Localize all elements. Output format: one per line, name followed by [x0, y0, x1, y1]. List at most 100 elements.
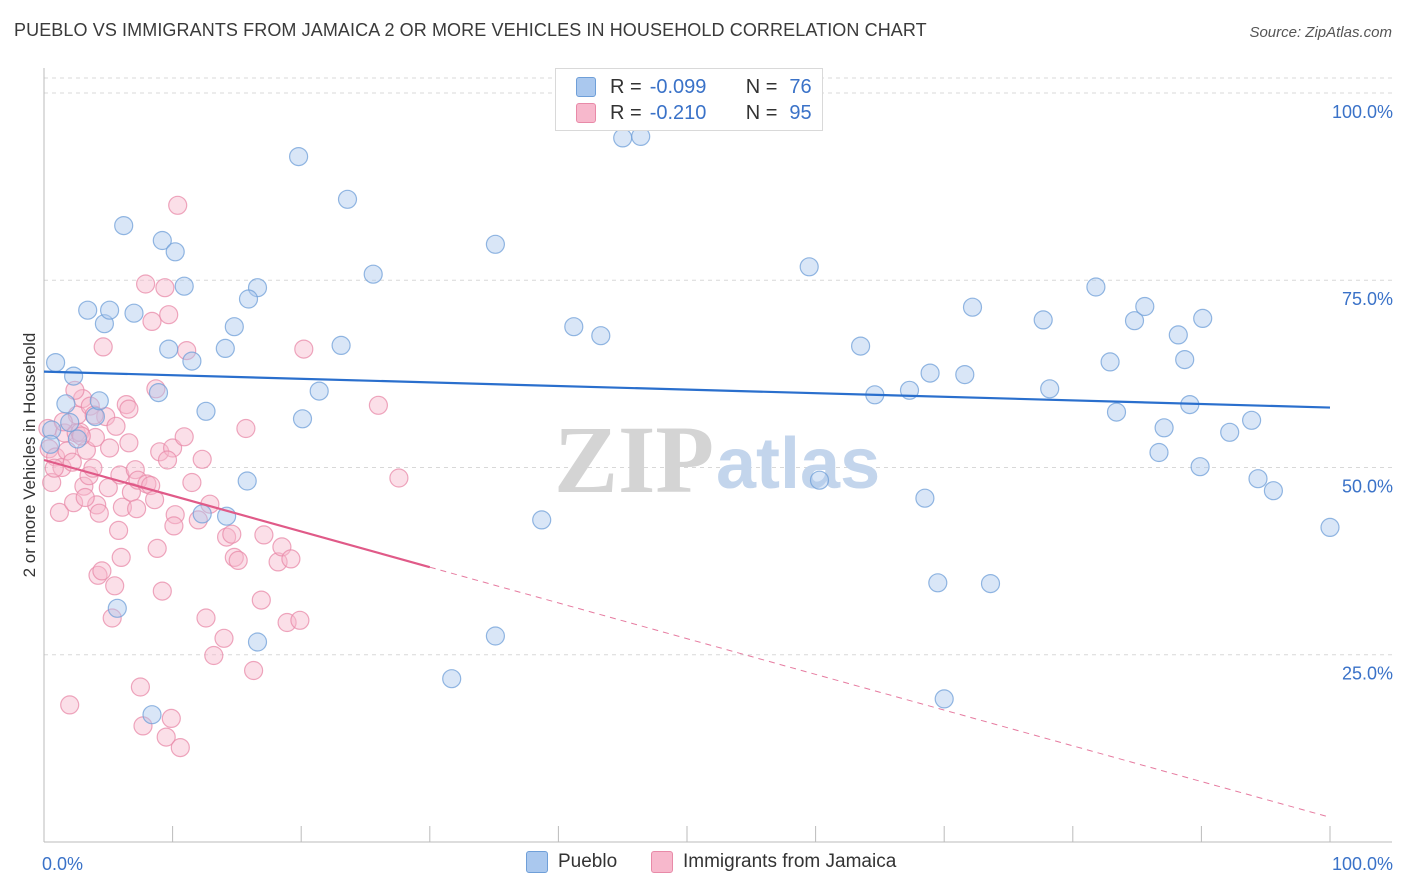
- pueblo-point: [182, 351, 202, 371]
- jamaica-point: [99, 438, 120, 458]
- x-tick-label: 0.0%: [42, 854, 83, 874]
- jamaica-point: [147, 538, 167, 559]
- pueblo-point: [237, 471, 257, 491]
- pueblo-point: [485, 626, 505, 646]
- jamaica-point: [108, 520, 129, 541]
- pueblo-point: [1168, 325, 1188, 345]
- pueblo-point: [60, 412, 80, 433]
- jamaica-point: [105, 576, 125, 596]
- pueblo-point: [1124, 311, 1145, 331]
- pueblo-point: [196, 401, 216, 421]
- pueblo-point: [67, 429, 88, 449]
- jamaica-point: [102, 608, 122, 628]
- pueblo-point: [56, 394, 76, 414]
- legend-item-pueblo[interactable]: Pueblo: [526, 851, 617, 873]
- jamaica-point: [251, 590, 271, 610]
- jamaica-point: [119, 399, 139, 419]
- jamaica-point: [214, 628, 234, 648]
- pueblo-point: [850, 336, 871, 356]
- pueblo-point: [920, 363, 940, 383]
- pueblo-point: [532, 510, 552, 530]
- pueblo-point: [174, 276, 194, 296]
- pueblo-point: [799, 257, 819, 277]
- pueblo-point: [955, 365, 975, 385]
- jamaica-point: [168, 195, 188, 215]
- jamaica-point: [112, 497, 133, 517]
- pueblo-point: [1149, 442, 1169, 463]
- legend-n-label: N =: [745, 101, 778, 124]
- jamaica-point: [217, 527, 237, 547]
- legend-r-value: -0.210: [649, 101, 707, 124]
- jamaica-point: [106, 416, 126, 436]
- legend-n-value: 76: [789, 75, 812, 98]
- axis-layer: [43, 68, 1392, 843]
- pueblo-point: [238, 289, 259, 309]
- pueblo-point: [78, 300, 98, 320]
- legend-item-jamaica[interactable]: Immigrants from Jamaica: [651, 851, 896, 873]
- x-tick-label: 100.0%: [1332, 854, 1393, 874]
- pueblo-point: [363, 264, 383, 284]
- pueblo-point: [159, 339, 179, 359]
- jamaica-point: [60, 695, 80, 715]
- jamaica-point: [389, 468, 409, 488]
- pueblo-point: [1175, 350, 1195, 370]
- pueblo-point: [442, 669, 462, 689]
- pueblo-point: [292, 409, 313, 429]
- jamaica-trend-extension: [429, 566, 1331, 818]
- y-tick-label: 25.0%: [1342, 664, 1393, 684]
- jamaica-point: [142, 311, 162, 331]
- legend-r-label: R =: [610, 101, 642, 124]
- series-pueblo: [40, 126, 1340, 725]
- jamaica-point: [157, 450, 178, 470]
- jamaica-point: [130, 677, 150, 697]
- trend-lines: [43, 370, 1331, 818]
- y-tick-label: 50.0%: [1342, 476, 1393, 496]
- pueblo-point: [309, 381, 329, 401]
- correlation-legend: R = -0.099 N = 76 R = -0.210 N = 95: [555, 68, 823, 131]
- pueblo-point: [63, 366, 84, 386]
- legend-n-label: N =: [745, 75, 778, 98]
- pueblo-point: [1193, 308, 1213, 328]
- jamaica-point: [204, 645, 224, 666]
- pueblo-point: [114, 216, 134, 236]
- pueblo-point: [337, 189, 358, 209]
- jamaica-point: [152, 581, 172, 601]
- jamaica-point: [155, 278, 175, 298]
- jamaica-point: [156, 727, 176, 747]
- jamaica-point: [111, 547, 131, 568]
- jamaica-point: [164, 516, 184, 536]
- pueblo-point: [1154, 418, 1174, 438]
- jamaica-point: [84, 405, 104, 425]
- jamaica-legend-label: Immigrants from Jamaica: [683, 851, 897, 872]
- jamaica-point: [228, 550, 248, 571]
- series-jamaica: [38, 195, 409, 758]
- legend-row-pueblo: R = -0.099 N = 76: [576, 74, 812, 100]
- jamaica-point: [127, 499, 147, 519]
- pueblo-point: [1248, 469, 1268, 489]
- legend-r-value: -0.099: [649, 75, 707, 98]
- jamaica-point: [49, 502, 70, 523]
- pueblo-point: [1033, 310, 1053, 330]
- jamaica-point: [222, 524, 242, 544]
- legend-row-jamaica: R = -0.210 N = 95: [576, 100, 812, 126]
- jamaica-point: [170, 737, 190, 758]
- pueblo-point: [124, 303, 144, 323]
- pueblo-point: [331, 335, 351, 355]
- legend-r-label: R =: [610, 75, 642, 98]
- jamaica-swatch: [576, 103, 596, 123]
- y-tick-label: 100.0%: [1332, 102, 1393, 122]
- jamaica-point: [196, 608, 216, 628]
- pueblo-swatch: [576, 77, 596, 97]
- pueblo-point: [1320, 517, 1340, 538]
- pueblo-point: [962, 297, 983, 317]
- pueblo-point: [591, 326, 611, 346]
- pueblo-legend-swatch: [526, 851, 548, 873]
- pueblo-point: [289, 147, 309, 167]
- pueblo-point: [148, 383, 169, 403]
- pueblo-point: [485, 234, 505, 254]
- jamaica-point: [244, 660, 264, 681]
- pueblo-point: [1241, 410, 1262, 430]
- jamaica-point: [119, 433, 139, 453]
- jamaica-point: [159, 305, 179, 325]
